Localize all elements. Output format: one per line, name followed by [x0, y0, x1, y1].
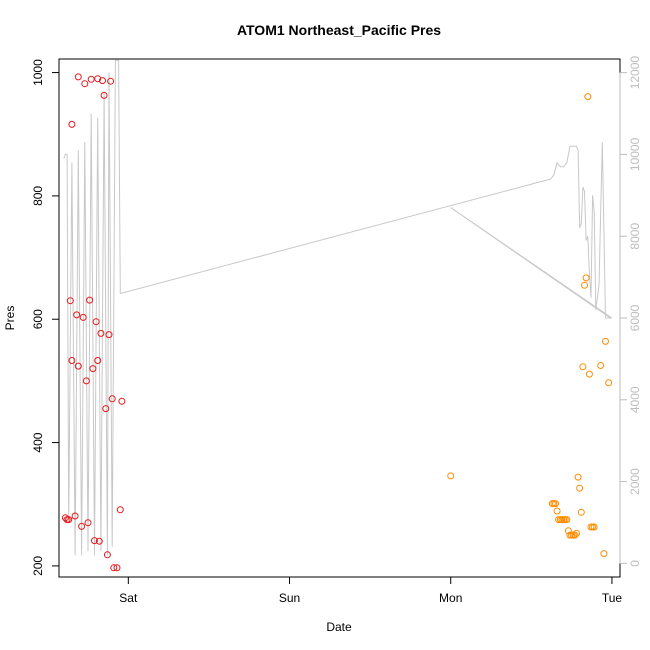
x-axis: Sat Sun Mon Tue — [119, 576, 623, 605]
data-point — [563, 516, 571, 524]
data-point — [574, 473, 582, 481]
data-point — [79, 313, 87, 321]
data-point — [590, 523, 598, 531]
y-axis-right: 0 2000 4000 6000 8000 10000 12000 — [619, 56, 642, 567]
y2-tick-label: 8000 — [628, 223, 642, 250]
data-point — [86, 296, 94, 304]
data-point — [105, 331, 113, 339]
data-point — [84, 519, 92, 527]
y2-tick-label: 0 — [628, 560, 642, 567]
data-point — [571, 531, 579, 539]
data-point — [61, 514, 69, 522]
x-axis-label: Date — [326, 620, 352, 634]
data-point — [71, 512, 79, 520]
x-tick-label: Sun — [279, 591, 300, 605]
y2-tick-label: 4000 — [628, 386, 642, 413]
data-point — [116, 506, 124, 514]
data-point — [66, 297, 74, 305]
data-point — [584, 93, 592, 101]
data-point — [108, 395, 116, 403]
x-tick-label: Tue — [602, 591, 623, 605]
data-point — [573, 529, 580, 537]
pressure-line-series — [63, 59, 613, 556]
data-point — [102, 405, 110, 413]
y2-tick-label: 2000 — [628, 468, 642, 495]
data-point — [81, 80, 89, 88]
data-point — [110, 564, 118, 572]
data-point — [87, 75, 95, 83]
y-tick-label: 600 — [31, 309, 45, 329]
data-point — [100, 91, 108, 99]
data-point — [91, 537, 98, 545]
y-tick-label: 1000 — [31, 59, 45, 86]
x-tick-label: Sat — [119, 591, 138, 605]
data-point — [107, 77, 115, 85]
data-point — [82, 377, 90, 385]
data-point — [97, 329, 105, 337]
pressure-line — [63, 59, 613, 556]
data-point — [65, 516, 73, 524]
data-point — [99, 77, 106, 85]
data-point — [447, 472, 455, 480]
data-point — [579, 363, 587, 371]
data-point — [597, 362, 605, 369]
data-point — [73, 311, 81, 319]
data-point — [89, 365, 97, 373]
data-point — [68, 120, 76, 128]
data-point — [552, 500, 559, 508]
data-point — [605, 379, 613, 387]
y-axis-left: 200 400 600 800 1000 — [31, 59, 60, 576]
data-point — [78, 522, 86, 530]
data-point — [576, 484, 584, 492]
data-point — [103, 551, 111, 559]
data-point — [582, 274, 590, 282]
y-tick-label: 400 — [31, 432, 45, 452]
y2-tick-label: 6000 — [628, 304, 642, 331]
y-axis-label: Pres — [3, 306, 17, 331]
data-point — [74, 73, 82, 81]
y-tick-label: 800 — [31, 186, 45, 206]
data-point — [68, 357, 76, 364]
y2-tick-label: 12000 — [628, 56, 642, 90]
chart-title: ATOM1 Northeast_Pacific Pres — [237, 22, 441, 38]
data-point — [94, 75, 102, 83]
data-point — [74, 362, 82, 370]
data-point — [113, 564, 121, 572]
data-point — [577, 508, 585, 516]
data-point — [553, 507, 561, 515]
plot-frame — [58, 58, 621, 578]
y2-tick-label: 10000 — [628, 137, 642, 171]
data-point — [95, 537, 103, 545]
data-point — [94, 357, 102, 364]
scatter-points — [61, 73, 613, 572]
data-point — [118, 397, 126, 405]
data-point — [581, 281, 588, 289]
y-tick-label: 200 — [31, 556, 45, 576]
data-point — [602, 337, 609, 345]
data-point — [585, 370, 593, 378]
data-point — [92, 318, 100, 326]
x-tick-label: Mon — [439, 591, 462, 605]
data-point — [600, 550, 608, 558]
